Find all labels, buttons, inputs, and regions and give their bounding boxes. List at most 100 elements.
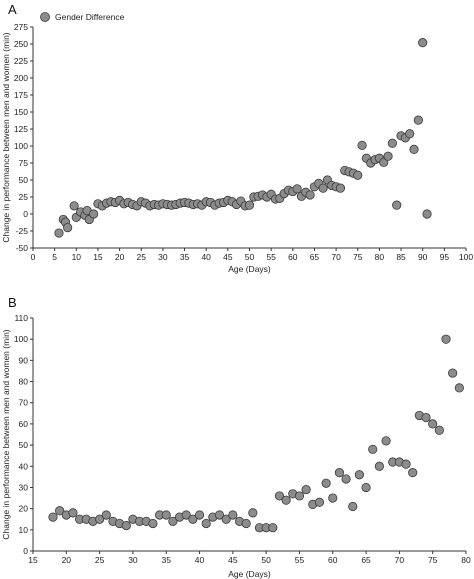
panel-b-data-point	[148, 518, 158, 529]
panel-a-x-tick-label: 95	[440, 252, 450, 262]
panel-b-data-point	[374, 461, 384, 471]
panel-b-data-point	[341, 474, 351, 484]
panel-b-data-point	[168, 516, 178, 526]
panel-a-data-point	[353, 170, 363, 180]
panel-a-data-point	[413, 115, 423, 125]
panel-b-data-point	[201, 518, 211, 529]
panel-a-data-point	[63, 223, 73, 233]
panel-a-x-tick-label: 85	[396, 252, 406, 262]
panel-b-x-tick-label: 55	[295, 555, 305, 565]
panel-a-y-tick-label: 50	[19, 175, 29, 185]
panel-b-data-point	[194, 510, 205, 520]
panel-b-letter: B	[8, 295, 17, 310]
panel-a-data-point	[305, 190, 315, 200]
panel-b-x-tick-label: 45	[228, 555, 238, 565]
panel-a-y-tick-label: 150	[14, 107, 28, 117]
panel-b-y-tick-label: 10	[19, 525, 29, 535]
panel-a-x-tick-label: 90	[418, 252, 428, 262]
panel-b-x-tick-label: 60	[328, 555, 338, 565]
panel-b-y-tick-label: 20	[19, 504, 29, 514]
panel-b-data-point	[421, 412, 431, 423]
panel-a-data-point	[89, 209, 99, 219]
panel-a-y-tick-label: 250	[14, 39, 28, 49]
panel-b-x-tick-label: 50	[261, 555, 271, 565]
panel-b-y-tick-label: 100	[14, 334, 28, 344]
panel-b-data-point	[314, 497, 325, 507]
panel-a-y-tick-label: 275	[14, 22, 28, 32]
panel-b-data-point	[228, 510, 238, 520]
panel-b-y-tick-label: 70	[19, 398, 29, 408]
panel-b-y-tick-label: 80	[19, 377, 29, 387]
panel-a-y-tick-label: 0	[23, 209, 28, 219]
panel-a-data-point	[292, 184, 302, 194]
panel-b-data-point	[434, 425, 444, 435]
panel-b-y-axis-title: Change in performance between men and wo…	[1, 329, 11, 539]
panel-a-letter: A	[8, 2, 17, 17]
panel-a-x-tick-label: 80	[375, 252, 385, 262]
panel-b-data-point	[188, 514, 198, 524]
panel-a-y-tick-label: 100	[14, 141, 28, 151]
panel-a-y-tick-label: -25	[16, 226, 29, 236]
panel-b-y-tick-label: 50	[19, 440, 29, 450]
panel-b-data-point	[448, 368, 458, 378]
panel-b-data-point	[221, 514, 231, 524]
panel-a-data-point	[418, 38, 428, 48]
panel-a-x-tick-label: 40	[201, 252, 211, 262]
panel-b-x-tick-label: 35	[161, 555, 171, 565]
panel-a-x-tick-label: 30	[158, 252, 168, 262]
panel-a-y-tick-label: -50	[16, 243, 29, 253]
panel-a-x-tick-label: 45	[223, 252, 233, 262]
panel-b-y-tick-label: 60	[19, 419, 29, 429]
panel-a-y-tick-label: 125	[14, 124, 28, 134]
panel-b-data-point	[428, 419, 438, 429]
panel-b-y-tick-label: 30	[19, 482, 29, 492]
panel-a-x-tick-label: 35	[180, 252, 190, 262]
panel-a-x-tick-label: 5	[52, 252, 57, 262]
panel-a-data-point	[357, 140, 367, 150]
panel-b-data-point	[321, 478, 331, 488]
panel-b-data-point	[55, 506, 65, 516]
panel-b-data-point	[401, 459, 411, 469]
panel-a-x-tick-label: 25	[137, 252, 147, 262]
panel-b-data-point	[381, 436, 391, 446]
panel-b-y-tick-label: 90	[19, 355, 29, 365]
panel-b-data-point	[161, 510, 171, 520]
panel-b-data-point	[181, 510, 191, 520]
panel-a-legend-label: Gender Difference	[55, 12, 125, 22]
panel-a-data-point	[318, 183, 328, 193]
panel-b-data-point	[294, 491, 305, 501]
panel-b-x-tick-label: 65	[361, 555, 371, 565]
panel-b-data-point	[48, 512, 58, 522]
panel-b-data-point	[301, 484, 311, 495]
panel-a-chart: A 0 5 10 15 20 25 30 35 40 45 50 55 60 65 70 75 80 85 90 95…	[1, 2, 473, 274]
panel-b-chart: B 15 20 25 30 35 40 45 50 55 60 65 70 75 80 0 10 20 30 40 5…	[1, 295, 471, 579]
panel-b-x-tick-label: 80	[461, 555, 471, 565]
panel-a-data-point	[405, 129, 415, 139]
panel-a-data-point	[387, 138, 397, 148]
panel-b-data-point	[361, 482, 371, 493]
panel-b-data-point	[408, 468, 418, 478]
panel-a-x-axis-title: Age (Days)	[228, 264, 271, 274]
panel-a-x-tick-label: 20	[115, 252, 125, 262]
panel-b-x-tick-label: 20	[62, 555, 72, 565]
panel-b-x-tick-label: 25	[95, 555, 105, 565]
panel-b-data-point	[368, 444, 378, 454]
panel-a-data-point	[244, 200, 255, 210]
panel-b-x-tick-label: 15	[28, 555, 38, 565]
panel-a-y-axis-title: Change in performance between men and wo…	[1, 32, 11, 242]
panel-a-data-point	[392, 200, 402, 210]
panel-b-data-point	[354, 470, 365, 480]
panel-a-x-tick-label: 55	[266, 252, 276, 262]
panel-b-data-point	[328, 493, 338, 503]
panel-b-x-tick-label: 75	[428, 555, 438, 565]
panel-b-data-point	[95, 514, 105, 524]
panel-a-y-tick-label: 200	[14, 73, 28, 83]
panel-a-x-tick-label: 0	[31, 252, 36, 262]
panel-a-y-tick-label: 25	[19, 192, 29, 202]
panel-a-x-tick-label: 75	[353, 252, 363, 262]
panel-b-data-point	[281, 495, 291, 505]
panel-b-data-point	[334, 468, 345, 478]
panel-a-x-tick-label: 65	[310, 252, 320, 262]
panel-a-data-point	[409, 144, 419, 154]
